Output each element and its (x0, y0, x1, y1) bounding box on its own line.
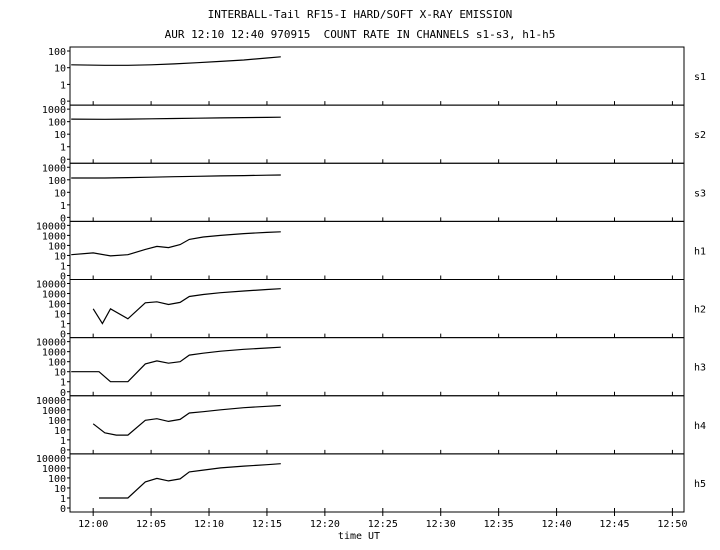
panel-label-s2: s2 (694, 130, 706, 141)
y-tick-label-h3: 10000 (36, 338, 66, 349)
y-tick-label-h3: 1000 (42, 348, 66, 359)
y-tick-label-s2: 1 (60, 143, 66, 154)
panel-label-s1: s1 (694, 72, 706, 83)
series-line-h3 (71, 346, 281, 383)
series-line-s3 (71, 174, 281, 179)
y-tick-label-s2: 100 (48, 118, 66, 129)
y-tick-label-h2: 1000 (42, 290, 66, 301)
panel-frame-s3 (69, 162, 685, 222)
x-tick-label: 12:10 (194, 519, 224, 530)
panel-frame-h2 (69, 279, 685, 339)
series-line-h4 (92, 404, 281, 436)
x-axis-label: time UT (338, 531, 380, 542)
y-tick-label-s1: 100 (48, 47, 66, 58)
x-tick-label: 12:00 (78, 519, 108, 530)
chart-subtitle: AUR 12:10 12:40 970915 COUNT RATE IN CHA… (164, 28, 556, 41)
y-tick-label-s2: 0 (60, 155, 66, 166)
y-tick-label-s1: 0 (60, 97, 66, 108)
series-line-h1 (71, 231, 281, 257)
y-tick-label-s3: 0 (60, 213, 66, 224)
chart-title: INTERBALL-Tail RF15-I HARD/SOFT X-RAY EM… (207, 8, 513, 21)
y-tick-label-h4: 1 (60, 436, 66, 447)
y-tick-label-h1: 10 (54, 251, 66, 262)
y-tick-label-h4: 1000 (42, 406, 66, 417)
panel-frame-h4 (69, 395, 685, 455)
panel-label-s3: s3 (694, 188, 706, 199)
y-tick-label-h4: 100 (48, 416, 66, 427)
x-tick-label: 12:25 (368, 519, 398, 530)
y-tick-label-h2: 10000 (36, 280, 66, 291)
x-tick-label: 12:50 (657, 519, 687, 530)
x-tick-label: 12:45 (599, 519, 629, 530)
y-tick-label-h2: 0 (60, 330, 66, 341)
y-tick-label-h1: 10000 (36, 221, 66, 232)
y-tick-label-h1: 1 (60, 261, 66, 272)
y-tick-label-h3: 10 (54, 368, 66, 379)
y-tick-label-s1: 10 (54, 64, 66, 75)
y-tick-label-h3: 100 (48, 358, 66, 369)
series-line-s1 (71, 56, 281, 66)
panel-label-h3: h3 (694, 363, 706, 374)
y-tick-label-h3: 0 (60, 388, 66, 399)
x-tick-label: 12:20 (310, 519, 340, 530)
x-tick-label: 12:40 (542, 519, 572, 530)
panel-label-h2: h2 (694, 305, 706, 316)
series-line-s2 (71, 116, 281, 120)
y-tick-label-s3: 10 (54, 188, 66, 199)
y-tick-label-h5: 10 (54, 484, 66, 495)
y-tick-label-h2: 10 (54, 310, 66, 321)
y-tick-label-s3: 1000 (42, 163, 66, 174)
x-tick-label: 12:30 (426, 519, 456, 530)
panel-frame-s1 (69, 46, 685, 106)
panel-label-h4: h4 (694, 421, 706, 432)
y-tick-label-h5: 0 (60, 504, 66, 515)
y-tick-label-h1: 1000 (42, 231, 66, 242)
y-tick-label-s1: 1 (60, 80, 66, 91)
x-tick-label: 12:15 (252, 519, 282, 530)
panel-frame-h1 (69, 220, 685, 280)
y-tick-label-s2: 1000 (42, 105, 66, 116)
y-tick-label-h4: 0 (60, 446, 66, 457)
y-tick-label-s2: 10 (54, 130, 66, 141)
y-tick-label-h1: 0 (60, 272, 66, 283)
panel-label-h1: h1 (694, 246, 706, 257)
y-tick-label-h1: 100 (48, 241, 66, 252)
panel-frame-h3 (69, 337, 685, 397)
y-tick-label-h3: 1 (60, 378, 66, 389)
series-line-h2 (92, 288, 281, 325)
y-tick-label-s3: 1 (60, 201, 66, 212)
y-tick-label-h5: 10000 (36, 454, 66, 465)
y-tick-label-h5: 100 (48, 474, 66, 485)
y-tick-label-h5: 1 (60, 494, 66, 505)
y-tick-label-h5: 1000 (42, 464, 66, 475)
series-line-h5 (99, 463, 281, 499)
panel-frame-h5 (69, 453, 685, 513)
y-tick-label-h2: 1 (60, 320, 66, 331)
y-tick-label-s3: 100 (48, 176, 66, 187)
x-tick-label: 12:35 (484, 519, 514, 530)
y-tick-label-h4: 10000 (36, 396, 66, 407)
panel-frame-s2 (69, 104, 685, 164)
y-tick-label-h2: 100 (48, 300, 66, 311)
panel-label-h5: h5 (694, 479, 706, 490)
x-tick-label: 12:05 (136, 519, 166, 530)
y-tick-label-h4: 10 (54, 426, 66, 437)
